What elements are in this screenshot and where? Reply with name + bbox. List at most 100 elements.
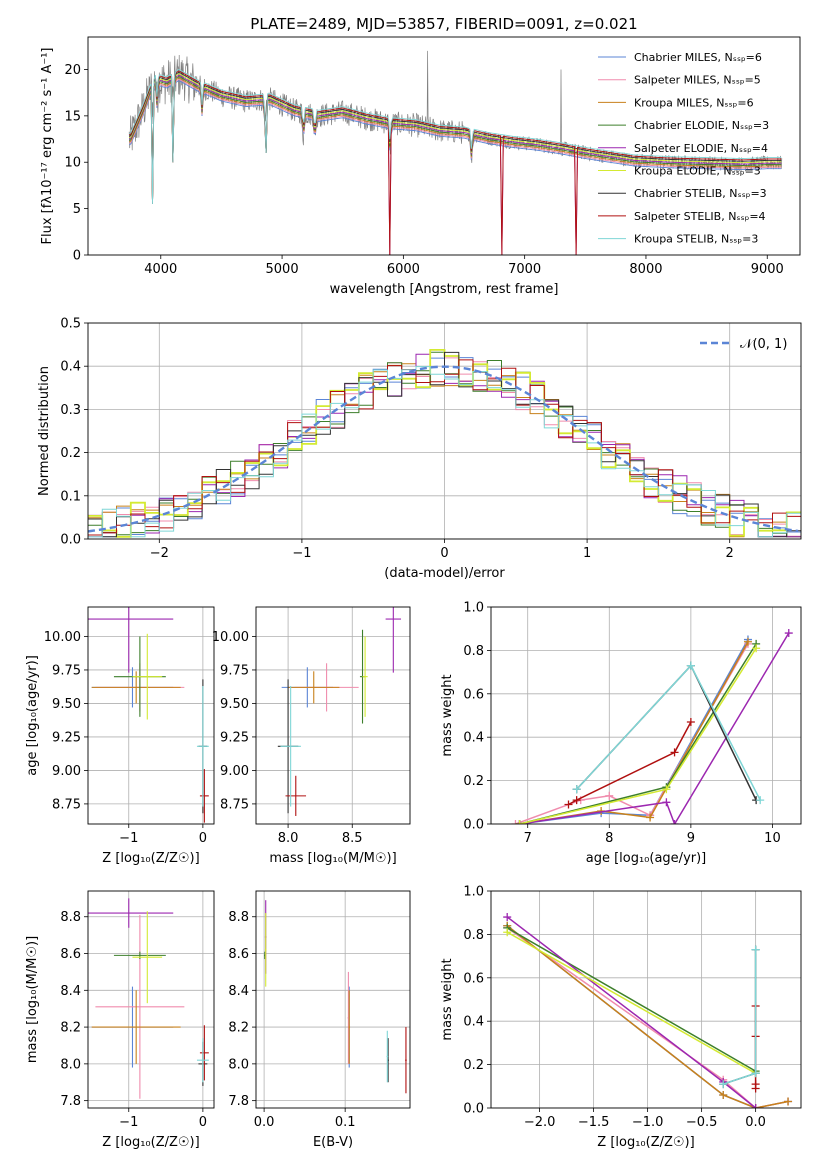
x-tick-label: 8000 (629, 262, 662, 277)
x-tick-label: 2 (726, 546, 734, 561)
x-tick-label: 5000 (266, 262, 299, 277)
y-tick-label: 0.0 (463, 818, 484, 833)
y-tick-label: 9.75 (220, 663, 249, 678)
x-tick-label: 8.5 (342, 831, 363, 846)
weight-line-chabrier-elodie (519, 643, 757, 824)
y-tick-label: 8.2 (228, 1021, 249, 1036)
legend-entry: Salpeter ELODIE, Nₛₛₚ=4 (634, 142, 768, 155)
y-tick-label: 1.0 (463, 885, 484, 900)
x-tick-label: −1.0 (632, 1115, 664, 1130)
y-tick-label: 0.2 (60, 446, 81, 461)
y-tick-label: 9.25 (220, 730, 249, 745)
y-axis-label: mass weight (440, 958, 455, 1040)
x-axis-label: Z [log₁₀(Z/Z☉)] (102, 851, 199, 866)
weight-marker (503, 913, 512, 922)
y-tick-label: 0.1 (60, 489, 81, 504)
weight-marker (784, 629, 793, 638)
weight-marker (662, 798, 671, 807)
x-tick-label: 9 (687, 831, 695, 846)
legend-entry: Kroupa STELIB, Nₛₛₚ=3 (634, 233, 758, 246)
y-tick-label: 8.8 (60, 910, 81, 925)
figure-title: PLATE=2489, MJD=53857, FIBERID=0091, z=0… (250, 15, 637, 33)
x-tick-label: 9000 (751, 262, 784, 277)
x-tick-label: 0 (440, 546, 448, 561)
residuals-legend: 𝒩(0, 1) (700, 337, 787, 352)
y-tick-label: 1.0 (463, 601, 484, 616)
weight-marker (662, 785, 671, 794)
weight-marker (751, 945, 760, 954)
weight-marker (686, 661, 695, 670)
weight-marker (751, 1069, 760, 1078)
y-axis-label: Normed distribution (37, 366, 52, 496)
spectrum-legend: Chabrier MILES, Nₛₛₚ=6 Salpeter MILES, Nₛ… (598, 51, 769, 246)
weight-line-salpeter-elodie (519, 632, 790, 824)
model-line-kroupa-elodie (129, 73, 782, 205)
weight-marker (751, 1104, 760, 1108)
y-tick-label: 0.2 (463, 774, 484, 789)
weight-marker (670, 820, 679, 824)
y-tick-label: 8.75 (220, 797, 249, 812)
model-line-chabrier-stelib (129, 71, 782, 205)
y-axis-label: Flux [fλ10⁻¹⁷ erg cm⁻² s⁻¹ A⁻¹] (40, 48, 55, 245)
x-tick-label: −1 (119, 1115, 138, 1130)
x-tick-label: 4000 (144, 262, 177, 277)
weight-marker (605, 791, 614, 800)
y-tick-label: 0.3 (60, 403, 81, 418)
massweight-vs-Z-plot-area (491, 891, 801, 1108)
y-tick-label: 8.4 (60, 984, 81, 999)
x-tick-label: 0.0 (254, 1115, 275, 1130)
age-vs-Z-panel: −1 0 8.75 9.00 9.25 9.50 9.75 10.00 Z [log₁₀(Z/Z… (25, 606, 215, 866)
age-vs-mass-plot-area (256, 607, 410, 824)
weight-marker (784, 1097, 793, 1106)
model-line-chabrier-miles (129, 80, 782, 205)
weight-line-salpeter-stelib (568, 721, 692, 806)
y-axis-label: mass [log₁₀(M/M☉)] (25, 936, 40, 1063)
legend-entry: 𝒩(0, 1) (740, 337, 787, 352)
y-tick-label: 10.00 (44, 630, 81, 645)
y-tick-label: 8.0 (60, 1057, 81, 1072)
x-tick-label: −2 (150, 546, 169, 561)
y-tick-label: 0.0 (60, 533, 81, 548)
model-line-salpeter-miles (129, 78, 782, 255)
y-tick-label: 0.6 (463, 971, 484, 986)
x-tick-label: 0.1 (335, 1115, 356, 1130)
hist-kroupa-stelib (88, 366, 801, 538)
y-tick-label: 7.8 (228, 1094, 249, 1109)
weight-marker (572, 785, 581, 794)
weight-line-kroupa-elodie (519, 647, 757, 824)
x-tick-label: 0.0 (745, 1115, 766, 1130)
legend-entry: Chabrier ELODIE, Nₛₛₚ=3 (634, 119, 769, 132)
y-tick-label: 7.8 (60, 1094, 81, 1109)
weight-marker (515, 820, 524, 824)
x-axis-label: Z [log₁₀(Z/Z☉)] (102, 1135, 199, 1150)
weight-line-kroupa-miles (506, 925, 789, 1108)
weight-marker (670, 748, 679, 757)
y-tick-label: 9.00 (52, 764, 81, 779)
residuals-frame (87, 322, 802, 540)
weight-marker (719, 1090, 728, 1099)
model-line-kroupa-stelib (129, 69, 782, 205)
model-line-salpeter-elodie (129, 74, 782, 255)
weight-line-salpeter-elodie (506, 916, 757, 1108)
hist-kroupa-miles (88, 363, 801, 538)
x-tick-label: 8.0 (278, 831, 299, 846)
x-axis-label: (data-model)/error (384, 566, 505, 581)
normal-reference-curve (88, 365, 799, 533)
spectrum-panel: 4000 5000 6000 7000 8000 9000 0 5 10 15 20 waveleng… (40, 36, 801, 297)
model-line-kroupa-miles (129, 77, 782, 205)
x-axis-label: wavelength [Angstrom, rest frame] (330, 282, 559, 297)
y-tick-label: 8.8 (228, 910, 249, 925)
age-vs-Z-plot-area (88, 607, 214, 824)
legend-entry: Chabrier MILES, Nₛₛₚ=6 (634, 51, 762, 64)
y-tick-label: 9.25 (52, 730, 81, 745)
weight-line-chabrier-elodie (506, 927, 756, 1072)
weight-marker (686, 718, 695, 727)
x-tick-label: 7 (524, 831, 532, 846)
model-line-salpeter-stelib (129, 70, 782, 255)
y-tick-label: 0.8 (463, 644, 484, 659)
massweight-vs-age-panel: 7 8 9 10 0.0 0.2 0.4 0.6 0.8 1.0 age [log₁₀(age/yr… (440, 601, 802, 866)
y-tick-label: 0.4 (463, 731, 484, 746)
y-tick-label: 0 (73, 249, 81, 264)
y-tick-label: 15 (64, 109, 81, 124)
model-line-chabrier-elodie (129, 76, 782, 205)
